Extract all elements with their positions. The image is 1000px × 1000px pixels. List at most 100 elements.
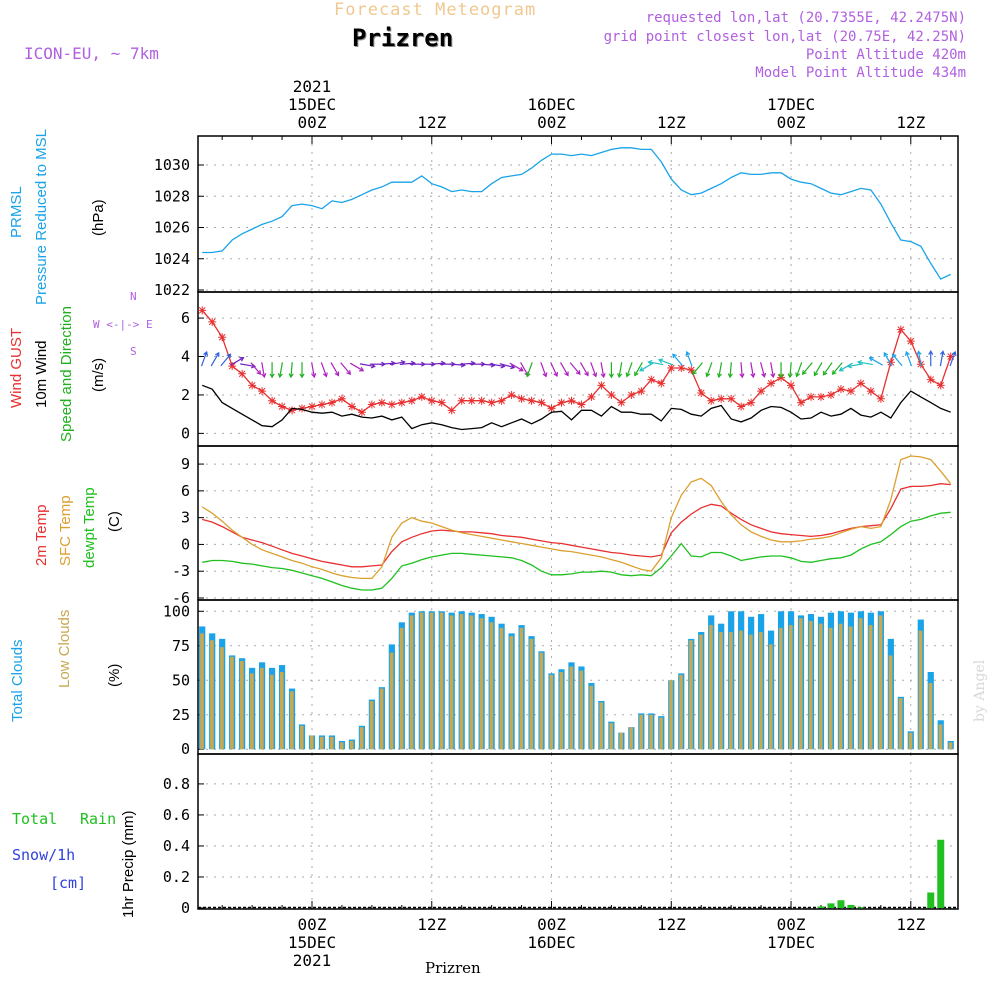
gust-marker bbox=[487, 398, 496, 407]
wind-arrow-head bbox=[705, 372, 711, 378]
gust-marker bbox=[926, 375, 935, 384]
wind-arrow bbox=[290, 362, 293, 378]
wind-arrow-head bbox=[928, 350, 934, 355]
wind-arrow bbox=[569, 362, 581, 375]
low-cloud-bar bbox=[878, 615, 883, 750]
wind-arrow bbox=[857, 361, 873, 366]
wind-arrow-head bbox=[334, 371, 340, 377]
low-cloud-bar bbox=[309, 735, 314, 750]
wind-arrow-head bbox=[795, 372, 801, 378]
bottom-axis-label: 2021 bbox=[293, 951, 332, 970]
wind-arrow bbox=[917, 351, 922, 367]
wind-arrow-head bbox=[625, 372, 631, 378]
gust-marker bbox=[946, 352, 955, 361]
wind-arrow bbox=[789, 362, 792, 378]
low-cloud-bar bbox=[659, 717, 663, 750]
wind-arrow bbox=[770, 362, 774, 378]
low-cloud-bar bbox=[519, 627, 524, 750]
wind-arrow-head bbox=[634, 371, 639, 377]
rain-bar bbox=[847, 904, 855, 908]
wind-arrow-head bbox=[311, 373, 317, 379]
wind-arrow bbox=[618, 362, 623, 378]
low-cloud-bar bbox=[888, 655, 893, 750]
top-axis-label: 12Z bbox=[896, 113, 925, 132]
low-cloud-bar bbox=[798, 618, 803, 750]
grid-coords: grid point closest lon,lat (20.75E, 42.2… bbox=[603, 29, 966, 45]
low-cloud-bar bbox=[938, 724, 943, 750]
low-cloud-bar bbox=[339, 742, 344, 750]
series-line-2m-temp bbox=[202, 483, 951, 568]
panel-cloud bbox=[199, 611, 954, 750]
low-cloud-bar bbox=[240, 660, 244, 750]
gust-marker bbox=[497, 396, 506, 405]
low-cloud-bar bbox=[379, 688, 384, 750]
gust-marker bbox=[417, 392, 426, 401]
y-tick-label: 1026 bbox=[154, 219, 190, 237]
wind-arrow-head bbox=[657, 358, 664, 364]
footer-location: Prizren bbox=[425, 959, 481, 977]
top-axis-label: 2021 bbox=[293, 77, 332, 96]
low-cloud-bar bbox=[808, 620, 813, 750]
gust-marker bbox=[477, 396, 486, 405]
top-axis-label: 15DEC bbox=[288, 95, 336, 114]
low-cloud-bar bbox=[858, 618, 863, 750]
pressure-label-2: Pressure Reduced to MSL bbox=[33, 129, 50, 305]
wind-arrow bbox=[330, 362, 339, 376]
gust-marker bbox=[587, 392, 596, 401]
low-cloud-bar bbox=[369, 700, 374, 750]
wind-arrow-head bbox=[716, 373, 723, 379]
wind-arrow-head bbox=[525, 372, 531, 378]
wind-arrow-head bbox=[203, 350, 209, 357]
gust-marker bbox=[457, 396, 466, 405]
wind-arrow bbox=[240, 363, 256, 368]
gust-marker bbox=[198, 306, 207, 315]
chart-title: Forecast Meteogram bbox=[334, 0, 537, 20]
wind-arrow-head bbox=[727, 373, 733, 379]
temp-unit: (C) bbox=[106, 511, 123, 532]
bottom-axis-label: 16DEC bbox=[527, 933, 575, 952]
low-cloud-bar bbox=[459, 614, 464, 750]
wind-arrow bbox=[379, 362, 395, 365]
panel-frame bbox=[197, 445, 959, 601]
wind-arrow bbox=[449, 363, 465, 366]
low-cloud-bar bbox=[948, 742, 953, 750]
wind-arrow bbox=[579, 362, 589, 376]
wind-arrow-head bbox=[838, 366, 844, 372]
gust-marker bbox=[797, 398, 806, 407]
bottom-axis-label: 17DEC bbox=[767, 933, 815, 952]
low-cloud-bar bbox=[918, 630, 923, 750]
gust-marker bbox=[896, 325, 905, 334]
wind-arrow bbox=[905, 351, 913, 367]
wind-arrow-head bbox=[939, 350, 945, 356]
wind-arrow-head bbox=[822, 370, 828, 376]
gust-marker bbox=[547, 404, 556, 413]
y-tick-label: 50 bbox=[172, 671, 190, 689]
low-cloud-bar bbox=[749, 634, 753, 750]
gust-marker bbox=[717, 394, 726, 403]
wind-arrow-head bbox=[322, 372, 328, 378]
wind-arrow bbox=[686, 351, 693, 367]
y-tick-label: 4 bbox=[181, 348, 190, 366]
y-tick-label: 0 bbox=[181, 424, 190, 442]
wind-arrow bbox=[311, 362, 315, 378]
wind-arrow bbox=[892, 353, 903, 367]
gust-marker bbox=[876, 394, 885, 403]
wind-arrow-head bbox=[672, 353, 677, 359]
y-tick-label: 6 bbox=[181, 309, 190, 327]
wind-arrow bbox=[559, 362, 569, 376]
wind-arrow bbox=[648, 361, 664, 366]
wind-arrow-head bbox=[277, 373, 283, 379]
wind-arrow-head bbox=[904, 350, 910, 357]
wind-arrow bbox=[869, 357, 883, 366]
low-cloud-bar bbox=[689, 640, 693, 750]
wind-arrow bbox=[429, 362, 445, 365]
low-cloud-bar bbox=[499, 627, 504, 750]
wind-arrow bbox=[813, 362, 823, 376]
wind-arrow-head bbox=[564, 371, 569, 377]
panel-precip bbox=[198, 839, 958, 909]
gust-marker bbox=[557, 398, 566, 407]
wind-arrow bbox=[672, 353, 684, 367]
wind-arrow-head bbox=[761, 372, 767, 378]
wind-arrow bbox=[230, 357, 244, 366]
gust-marker bbox=[407, 396, 416, 405]
